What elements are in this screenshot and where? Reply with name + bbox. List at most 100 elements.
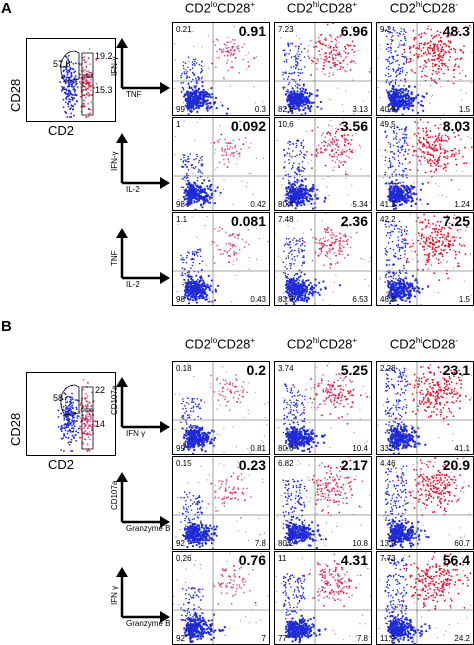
- gate-dot: [62, 89, 64, 91]
- dot-blue: [392, 193, 394, 195]
- dot-pink: [353, 55, 354, 56]
- quadrant-bl: 41.2: [380, 200, 396, 209]
- dot-blue: [200, 204, 202, 206]
- dot-red: [232, 46, 234, 48]
- dot-blue: [301, 69, 303, 71]
- dot-blue: [296, 58, 298, 60]
- dot-red: [320, 58, 322, 60]
- dot-pink: [183, 189, 184, 190]
- dot-blue: [301, 294, 303, 296]
- gate-dot: [59, 81, 61, 83]
- dot-red: [436, 160, 438, 162]
- dot-blue: [389, 177, 391, 179]
- dot-red: [439, 140, 441, 142]
- dot-red: [440, 165, 442, 167]
- dot-red: [321, 48, 323, 50]
- dot-blue: [401, 287, 403, 289]
- dot-red: [227, 41, 229, 43]
- dot-red: [332, 138, 334, 140]
- dot-blue: [386, 135, 388, 137]
- dot-blue: [388, 73, 390, 75]
- dot-blue: [303, 283, 305, 285]
- dot-red: [324, 228, 326, 230]
- dot-blue: [407, 284, 409, 286]
- dot-blue: [186, 290, 188, 292]
- dot-blue: [216, 107, 218, 109]
- dot-blue: [399, 249, 401, 251]
- dot-blue: [292, 93, 294, 95]
- gate-num-1: 57.8: [53, 59, 71, 69]
- dot-pink: [385, 164, 386, 165]
- dot-red: [325, 245, 327, 247]
- dot-red: [418, 45, 420, 47]
- dot-blue: [287, 276, 289, 278]
- dot-red: [335, 54, 337, 56]
- dot-red: [447, 69, 449, 71]
- dot-blue: [303, 255, 305, 257]
- dot-pink: [249, 173, 250, 174]
- dot-blue: [399, 152, 401, 154]
- dot-red: [440, 37, 442, 39]
- dot-red: [227, 50, 229, 52]
- dot-pink: [459, 189, 460, 190]
- dot-blue: [390, 99, 392, 101]
- dot-red: [331, 41, 333, 43]
- dot-blue: [196, 296, 198, 298]
- dot-blue: [388, 232, 390, 234]
- dot-red: [429, 53, 431, 55]
- dot-blue: [396, 133, 398, 135]
- dot-blue: [388, 61, 390, 63]
- dot-blue: [393, 27, 395, 29]
- dot-blue: [181, 91, 183, 93]
- dot-blue: [297, 63, 299, 65]
- dot-blue: [395, 174, 397, 176]
- dot-blue: [396, 272, 398, 274]
- dot-blue: [325, 288, 327, 290]
- dot-pink: [368, 91, 369, 92]
- dot-blue: [394, 92, 396, 94]
- dot-blue: [284, 55, 286, 57]
- dot-red: [443, 140, 445, 142]
- dot-blue: [214, 202, 216, 204]
- dot-blue: [310, 292, 312, 294]
- quadrant-bl: 99: [176, 105, 185, 114]
- dot-red: [437, 162, 439, 164]
- dot-red: [248, 147, 250, 149]
- dot-red: [318, 144, 320, 146]
- dot-red: [345, 173, 347, 175]
- dot-blue: [291, 90, 293, 92]
- dot-blue: [195, 158, 197, 160]
- gate-xlabel: CD2: [48, 123, 74, 138]
- dot-red: [320, 238, 322, 240]
- dot-blue: [403, 191, 405, 193]
- dot-red: [439, 145, 441, 147]
- dot-blue: [217, 186, 219, 188]
- dot-red: [410, 58, 412, 60]
- dot-blue: [302, 166, 304, 168]
- dot-red: [324, 240, 326, 242]
- dot-red: [327, 227, 329, 229]
- dot-blue: [200, 189, 202, 191]
- dot-pink: [360, 258, 361, 259]
- dot-red: [325, 255, 327, 257]
- dot-blue: [388, 56, 390, 58]
- dot-red: [432, 155, 434, 157]
- dot-red: [329, 144, 331, 146]
- dot-blue: [192, 285, 194, 287]
- dot-blue: [187, 67, 189, 69]
- dot-red: [422, 146, 424, 148]
- dot-blue: [183, 157, 185, 159]
- dot-blue: [288, 291, 290, 293]
- dot-red: [464, 147, 466, 149]
- dot-red: [435, 71, 437, 73]
- dot-pink: [210, 198, 211, 199]
- dot-red: [333, 53, 335, 55]
- gate-dot: [80, 96, 82, 98]
- dot-red: [445, 65, 447, 67]
- dot-red: [353, 61, 355, 63]
- gate-dot: [69, 101, 71, 103]
- dot-red: [433, 51, 435, 53]
- dot-pink: [294, 46, 295, 47]
- dot-blue: [295, 147, 297, 149]
